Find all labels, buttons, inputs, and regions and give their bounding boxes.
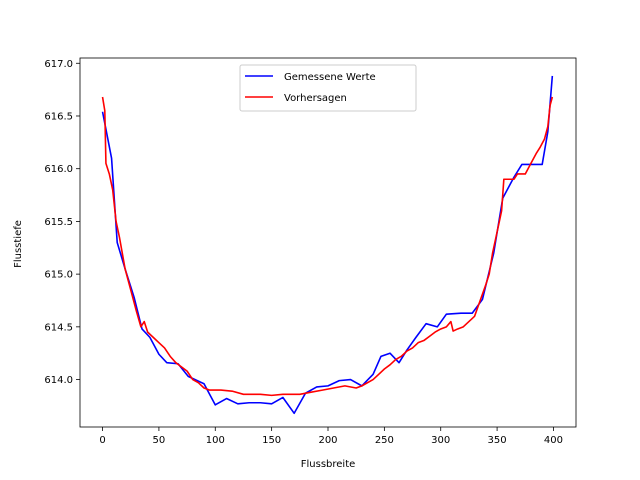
x-tick-label: 50 [153,435,166,446]
legend: Gemessene Werte Vorhersagen [239,64,417,112]
y-tick-label: 614.5 [44,322,73,333]
x-tick-label: 250 [375,435,394,446]
x-tick-label: 350 [488,435,507,446]
legend-label-gemessene-werte: Gemessene Werte [284,72,376,83]
y-axis-label: Flusstiefe [13,220,24,268]
x-tick-label: 300 [431,435,450,446]
y-tick-label: 615.5 [44,217,73,228]
y-tick-label: 616.0 [44,164,73,175]
legend-box [239,64,417,112]
y-tick-label: 614.0 [44,375,73,386]
y-tick-label: 615.0 [44,270,73,281]
x-axis-label: Flussbreite [301,459,356,470]
x-tick-label: 200 [318,435,337,446]
axis-ticks: 0 50 100 150 200 250 300 350 400 614.0 614.5 615.0 6… [44,59,563,446]
plot-area [101,75,554,415]
series-line-vorhersagen [101,96,554,397]
y-tick-label: 617.0 [44,59,73,70]
x-tick-label: 150 [262,435,281,446]
x-tick-label: 0 [99,435,105,446]
x-tick-label: 100 [206,435,225,446]
legend-label-vorhersagen: Vorhersagen [284,93,347,104]
axes-frame [79,57,577,428]
x-tick-label: 400 [544,435,563,446]
y-tick-label: 616.5 [44,111,73,122]
